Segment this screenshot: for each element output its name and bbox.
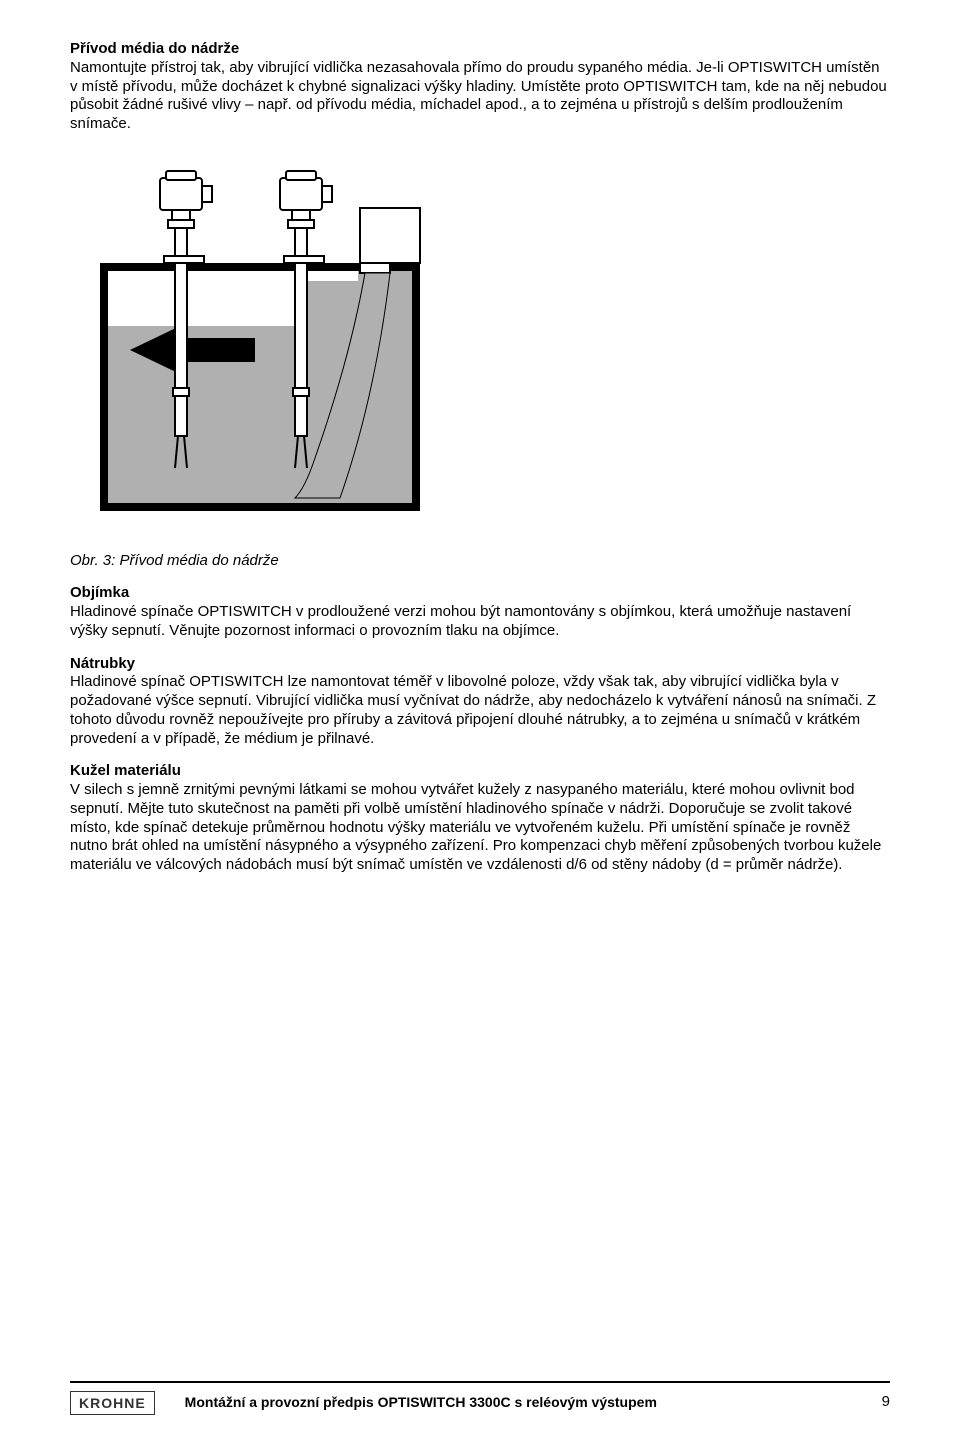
logo-krohne: KROHNE (70, 1391, 155, 1416)
para-privod: Namontujte přístroj tak, aby vibrující v… (70, 59, 890, 134)
para-kuzel: V silech s jemně zrnitými pevnými látkam… (70, 781, 890, 875)
section-privod-media: Přívod média do nádrže Namontujte přístr… (70, 40, 890, 134)
para-objimka: Hladinové spínače OPTISWITCH v prodlouže… (70, 603, 890, 641)
heading-objimka: Objímka (70, 584, 890, 603)
figure-3-caption: Obr. 3: Přívod média do nádrže (70, 552, 890, 571)
figure-3-svg (80, 148, 440, 528)
page-number: 9 (882, 1393, 890, 1412)
section-kuzel: Kužel materiálu V silech s jemně zrnitým… (70, 762, 890, 875)
footer-left: KROHNE Montážní a provozní předpis OPTIS… (70, 1391, 657, 1416)
heading-kuzel: Kužel materiálu (70, 762, 890, 781)
figure-3 (80, 148, 890, 534)
heading-privod: Přívod média do nádrže (70, 40, 890, 59)
section-objimka: Objímka Hladinové spínače OPTISWITCH v p… (70, 584, 890, 640)
heading-natrubky: Nátrubky (70, 655, 890, 674)
footer-title: Montážní a provozní předpis OPTISWITCH 3… (185, 1394, 657, 1412)
page-footer: KROHNE Montážní a provozní předpis OPTIS… (70, 1381, 890, 1416)
section-natrubky: Nátrubky Hladinové spínač OPTISWITCH lze… (70, 655, 890, 749)
para-natrubky: Hladinové spínač OPTISWITCH lze namontov… (70, 673, 890, 748)
